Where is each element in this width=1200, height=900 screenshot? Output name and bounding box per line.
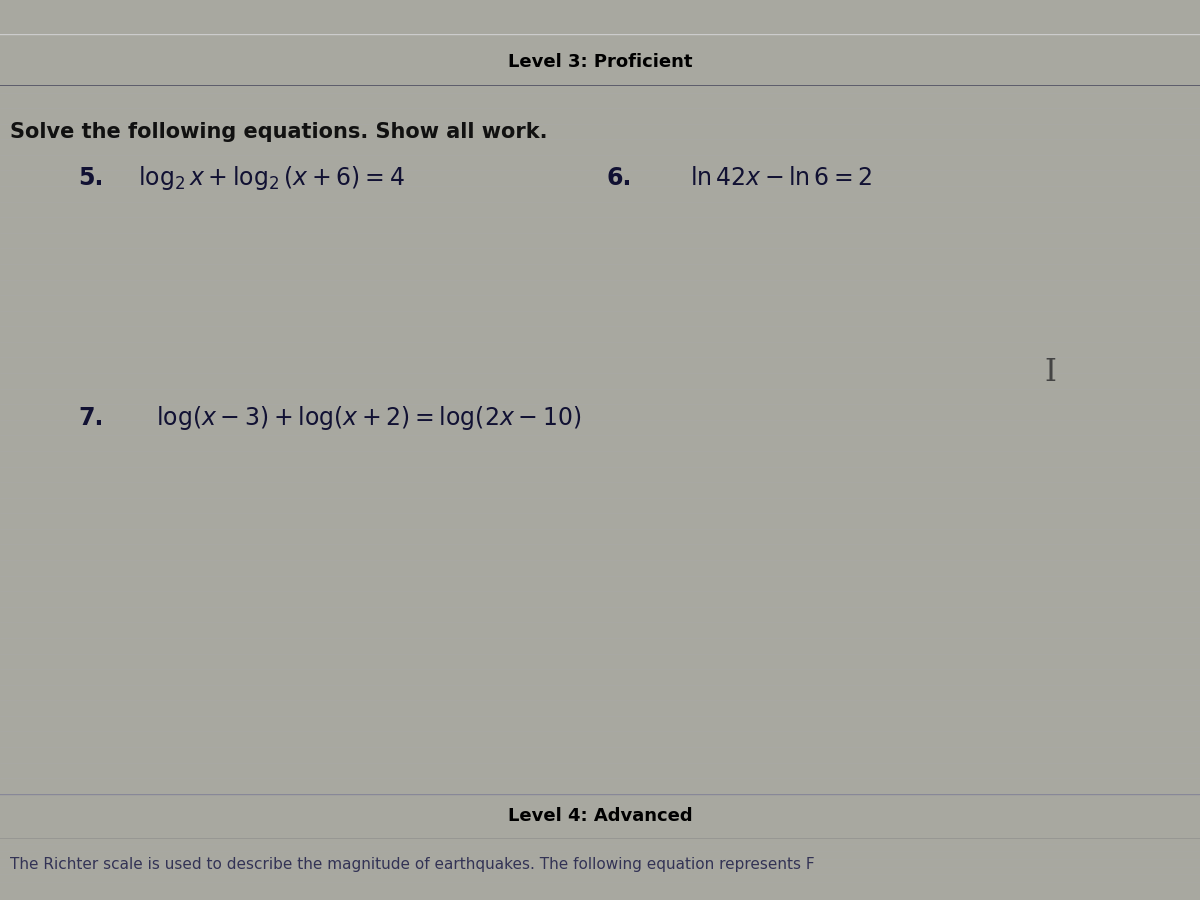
Text: 6.: 6.	[606, 166, 631, 190]
Text: $\ln 42x - \ln 6 = 2$: $\ln 42x - \ln 6 = 2$	[690, 166, 872, 190]
Text: Level 4: Advanced: Level 4: Advanced	[508, 807, 692, 825]
Text: I: I	[1044, 357, 1056, 388]
Text: $\log_2 x + \log_2(x + 6) = 4$: $\log_2 x + \log_2(x + 6) = 4$	[138, 164, 404, 192]
Text: The Richter scale is used to describe the magnitude of earthquakes. The followin: The Richter scale is used to describe th…	[10, 857, 815, 871]
Text: 7.: 7.	[78, 407, 103, 430]
Text: $\log(x - 3) + \log(x + 2) = \log(2x - 10)$: $\log(x - 3) + \log(x + 2) = \log(2x - 1…	[156, 404, 581, 432]
Text: Solve the following equations. Show all work.: Solve the following equations. Show all …	[10, 122, 547, 141]
Text: 5.: 5.	[78, 166, 103, 190]
Text: Level 3: Proficient: Level 3: Proficient	[508, 53, 692, 71]
